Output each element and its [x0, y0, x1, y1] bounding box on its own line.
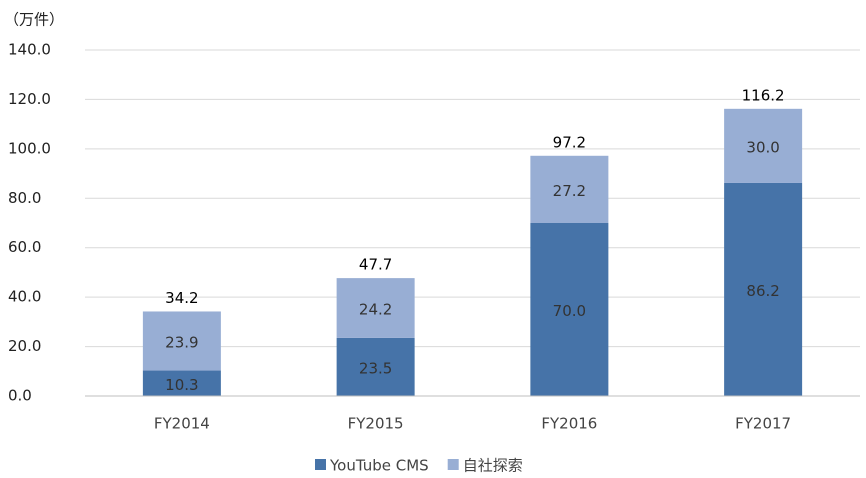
legend-swatch	[315, 459, 326, 470]
y-tick-label: 0.0	[8, 387, 32, 405]
y-tick-label: 60.0	[8, 238, 41, 256]
y-tick-label: 20.0	[8, 337, 41, 355]
value-label: 70.0	[553, 302, 586, 320]
value-label: 23.9	[165, 334, 198, 352]
total-label: 34.2	[165, 289, 198, 307]
x-tick-label: FY2015	[348, 415, 404, 433]
x-tick-label: FY2016	[541, 415, 597, 433]
bar-segment	[530, 155, 609, 223]
value-label: 10.3	[165, 376, 198, 394]
bar-segment	[530, 223, 609, 396]
bar-segment	[724, 182, 803, 396]
bar-segment	[336, 337, 415, 396]
legend-swatch	[447, 459, 459, 470]
y-tick-label: 120.0	[8, 90, 51, 108]
total-label: 47.7	[359, 256, 392, 274]
bar-segment	[142, 311, 221, 371]
total-label: 97.2	[553, 133, 586, 151]
y-tick-label: 100.0	[8, 139, 51, 157]
bar-segment	[336, 278, 415, 338]
x-tick-label: FY2017	[735, 415, 791, 433]
bar-segment	[724, 108, 803, 183]
value-label: 86.2	[746, 282, 779, 300]
bar-segment	[142, 370, 221, 396]
y-tick-label: 80.0	[8, 189, 41, 207]
value-label: 30.0	[746, 138, 779, 156]
y-tick-label: 140.0	[8, 41, 51, 59]
value-label: 27.2	[553, 182, 586, 200]
value-label: 24.2	[359, 301, 392, 319]
value-label: 23.5	[359, 359, 392, 377]
total-label: 116.2	[742, 86, 785, 104]
x-tick-label: FY2014	[154, 415, 210, 433]
legend-label: 自社探索	[463, 457, 523, 475]
y-tick-label: 40.0	[8, 288, 41, 306]
legend-label: YouTube CMS	[329, 457, 429, 475]
unit-label: （万件）	[4, 11, 64, 29]
